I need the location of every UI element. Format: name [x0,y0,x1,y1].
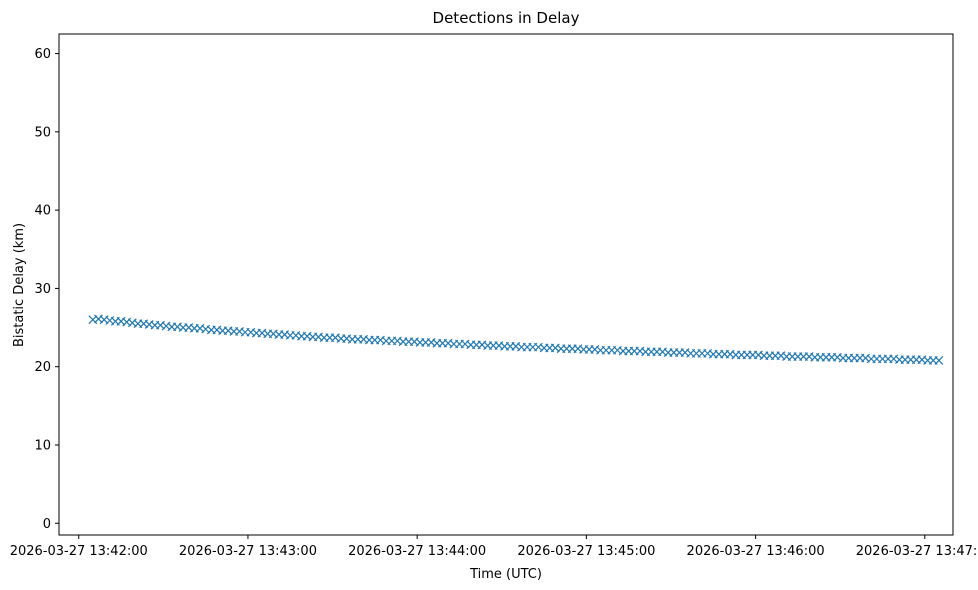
chart-title: Detections in Delay [433,9,580,27]
x-tick-label: 2026-03-27 13:47:00 [856,544,978,559]
y-tick-label: 40 [34,204,51,219]
y-tick-label: 0 [43,517,51,532]
detection-marker [934,356,944,365]
data-markers [88,314,944,365]
x-tick-label: 2026-03-27 13:44:00 [348,544,486,559]
x-tick-label: 2026-03-27 13:46:00 [687,544,825,559]
y-tick-label: 50 [34,125,51,140]
y-tick-label: 60 [34,47,51,62]
x-axis-title: Time (UTC) [469,567,542,582]
x-tick-label: 2026-03-27 13:43:00 [179,544,317,559]
y-axis-ticks: 0 10 20 30 40 50 60 [34,47,59,532]
y-tick-label: 10 [34,438,51,453]
y-tick-label: 20 [34,360,51,375]
y-tick-label: 30 [34,282,51,297]
plot-frame [58,33,954,536]
x-tick-label: 2026-03-27 13:45:00 [517,544,655,559]
y-axis-title: Bistatic Delay (km) [12,223,27,347]
x-tick-label: 2026-03-27 13:42:00 [10,544,148,559]
x-axis-ticks: 2026-03-27 13:42:00 2026-03-27 13:43:00 20… [10,535,978,559]
